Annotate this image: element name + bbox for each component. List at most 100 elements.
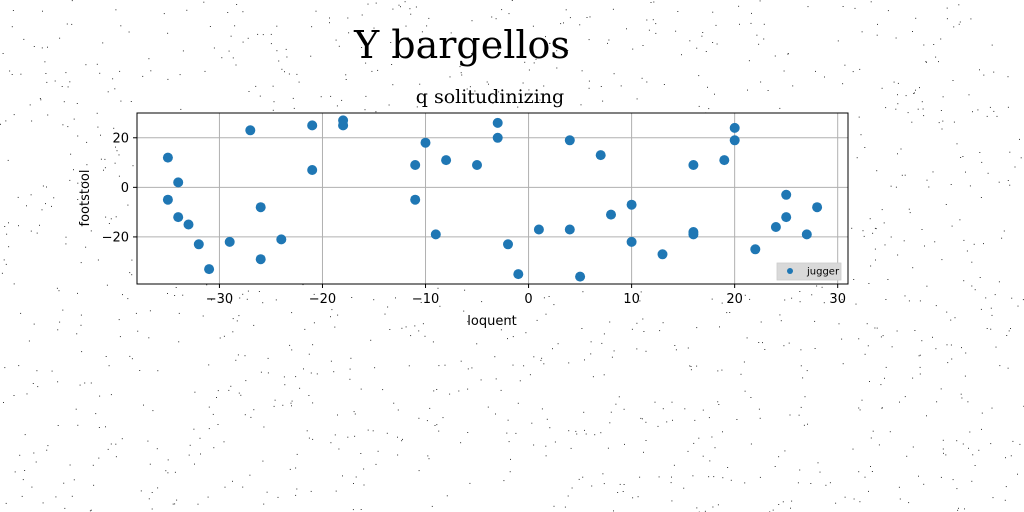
noise-dot <box>150 70 152 72</box>
noise-dot <box>80 324 82 326</box>
scatter-point <box>307 165 318 175</box>
noise-dot <box>288 73 290 75</box>
noise-dot <box>870 265 872 267</box>
noise-dot <box>698 105 700 107</box>
noise-dot <box>945 204 947 205</box>
noise-dot <box>285 48 287 50</box>
noise-dot <box>541 357 543 359</box>
noise-dot <box>1022 299 1024 301</box>
noise-dot <box>312 402 314 404</box>
noise-dot <box>28 340 30 342</box>
noise-dot <box>581 328 583 329</box>
noise-dot <box>391 64 393 65</box>
noise-dot <box>486 81 488 83</box>
noise-dot <box>432 341 434 343</box>
noise-dot <box>569 17 571 19</box>
noise-dot <box>887 279 889 280</box>
noise-dot <box>113 127 115 129</box>
noise-dot <box>444 364 446 366</box>
noise-dot <box>291 405 292 407</box>
noise-dot <box>41 47 43 49</box>
noise-dot <box>238 315 240 317</box>
noise-dot <box>58 290 60 292</box>
noise-dot <box>590 341 592 343</box>
noise-dot <box>115 9 117 11</box>
noise-dot <box>762 342 763 344</box>
noise-dot <box>993 110 995 112</box>
noise-dot <box>708 476 710 478</box>
noise-dot <box>672 419 673 421</box>
noise-dot <box>73 479 75 481</box>
noise-dot <box>942 96 944 98</box>
noise-dot <box>510 458 511 460</box>
noise-dot <box>45 73 47 74</box>
noise-dot <box>1017 473 1018 475</box>
noise-dot <box>273 101 275 103</box>
noise-dot <box>367 429 369 431</box>
noise-dot <box>329 22 330 24</box>
noise-dot <box>33 323 35 325</box>
noise-dot <box>872 232 874 234</box>
noise-dot <box>1011 297 1013 299</box>
noise-dot <box>408 365 410 367</box>
noise-dot <box>316 373 318 375</box>
noise-dot <box>120 100 122 102</box>
noise-dot <box>247 37 249 39</box>
noise-dot <box>401 327 403 329</box>
scatter-point <box>410 194 421 205</box>
noise-dot <box>302 284 304 286</box>
noise-dot <box>255 85 257 87</box>
noise-dot <box>642 318 644 320</box>
noise-dot <box>671 401 673 403</box>
noise-dot <box>714 447 716 449</box>
noise-dot <box>397 409 399 411</box>
noise-dot <box>281 68 283 70</box>
noise-dot <box>42 502 44 504</box>
noise-dot <box>33 46 35 47</box>
noise-dot <box>964 508 965 510</box>
noise-dot <box>277 496 279 498</box>
noise-dot <box>639 300 641 302</box>
noise-dot <box>398 4 400 6</box>
noise-dot <box>607 447 609 449</box>
noise-dot <box>128 31 130 33</box>
noise-dot <box>915 17 917 19</box>
scatter-point <box>688 160 699 170</box>
noise-dot <box>0 123 1 125</box>
noise-dot <box>90 382 92 384</box>
noise-dot <box>39 98 41 99</box>
noise-dot <box>26 393 28 395</box>
noise-dot <box>784 450 786 452</box>
noise-dot <box>662 322 664 324</box>
noise-dot <box>31 486 33 488</box>
noise-dot <box>260 371 262 373</box>
noise-dot <box>418 330 420 332</box>
noise-dot <box>613 350 615 352</box>
noise-dot <box>405 326 407 328</box>
noise-dot <box>51 205 52 207</box>
noise-dot <box>131 358 133 360</box>
noise-dot <box>304 328 306 330</box>
noise-dot <box>308 395 310 396</box>
noise-dot <box>365 95 367 97</box>
noise-dot <box>188 454 190 456</box>
noise-dot <box>736 419 738 420</box>
noise-dot <box>446 495 448 497</box>
noise-dot <box>142 75 144 77</box>
noise-dot <box>70 153 72 155</box>
noise-dot <box>819 471 821 473</box>
noise-dot <box>994 294 996 296</box>
noise-dot <box>232 318 234 320</box>
noise-dot <box>114 162 116 164</box>
x-axis-label: loquent <box>467 314 516 329</box>
noise-dot <box>69 179 71 181</box>
noise-dot <box>352 509 354 511</box>
noise-dot <box>807 423 808 425</box>
noise-dot <box>637 496 639 498</box>
noise-dot <box>221 57 223 59</box>
noise-dot <box>981 412 983 414</box>
noise-dot <box>20 312 22 314</box>
noise-dot <box>308 353 310 355</box>
noise-dot <box>75 408 77 410</box>
noise-dot <box>878 444 880 446</box>
